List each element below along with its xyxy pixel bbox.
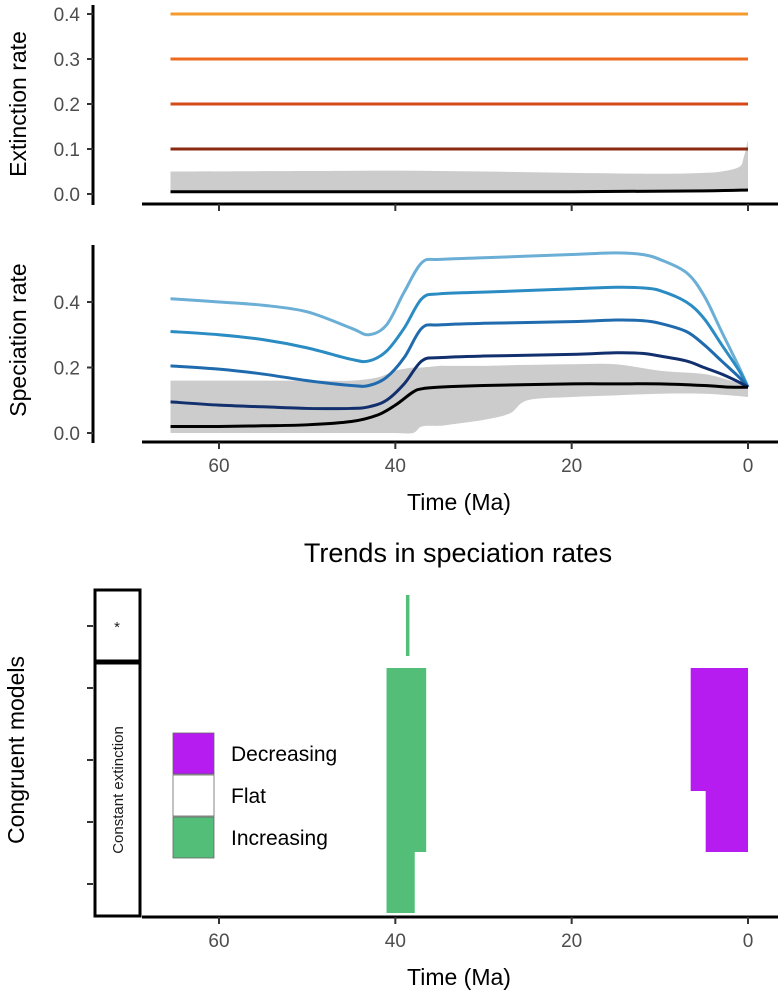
trends-x-tick-label: 20 <box>561 931 582 952</box>
speciation-x-tick-label: 40 <box>385 456 406 477</box>
legend-key-decreasing <box>172 732 215 775</box>
extinction-y-tick-label: 0.0 <box>54 185 80 206</box>
extinction-y-tick-label: 0.1 <box>54 140 80 161</box>
trend-segment-increasing <box>386 852 415 913</box>
trend-segment-decreasing <box>705 791 748 852</box>
facet-strip-star <box>93 588 142 663</box>
speciation-series-line-4 <box>170 382 749 428</box>
trend-segment-increasing <box>386 730 427 791</box>
trends-legend: Decreasing Flat Increasing <box>172 732 337 859</box>
legend-label-increasing: Increasing <box>231 827 328 850</box>
speciation-x-tick-label: 20 <box>561 456 582 477</box>
trends-x-tick-label: 60 <box>208 931 229 952</box>
extinction-panel: 0.0 0.1 0.2 0.3 0.4 Extinction rate <box>5 5 778 211</box>
legend-label-flat: Flat <box>231 785 266 808</box>
speciation-x-tick-label: 60 <box>208 456 229 477</box>
speciation-series-line-1 <box>170 285 750 388</box>
trend-segment-decreasing <box>690 730 748 791</box>
extinction-y-title: Extinction rate <box>5 31 31 177</box>
speciation-panel: 0.0 0.2 0.4 60 40 20 0 Speciation rate Time (… <box>5 245 778 515</box>
speciation-series-line-3 <box>170 351 749 411</box>
speciation-series-line-0 <box>170 251 750 388</box>
trends-x-title: Time (Ma) <box>407 964 511 990</box>
facet-strip-constant-extinction <box>93 661 142 918</box>
trend-segment-increasing <box>405 595 410 656</box>
trends-x-tick-label: 0 <box>743 931 754 952</box>
speciation-y-tick-label: 0.4 <box>54 293 81 314</box>
extinction-confidence-ribbon <box>170 140 749 193</box>
extinction-y-tick-label: 0.2 <box>54 95 80 116</box>
extinction-y-tick-label: 0.3 <box>54 50 80 71</box>
legend-key-increasing <box>172 816 215 859</box>
speciation-y-tick-label: 0.0 <box>54 424 80 445</box>
trends-title: Trends in speciation rates <box>304 538 612 568</box>
speciation-x-title: Time (Ma) <box>407 489 511 515</box>
speciation-series-line-2 <box>170 318 750 389</box>
trends-y-title: Congruent models <box>3 656 29 844</box>
trends-panel: Trends in speciation rates * Constant ex… <box>3 538 778 990</box>
legend-label-decreasing: Decreasing <box>231 743 337 766</box>
legend-key-flat <box>172 774 215 817</box>
trend-segment-increasing <box>386 791 427 852</box>
speciation-y-tick-label: 0.2 <box>54 359 80 380</box>
trend-segment-decreasing <box>690 668 748 730</box>
trend-segment-increasing <box>386 668 427 730</box>
extinction-y-tick-label: 0.4 <box>54 5 81 26</box>
trends-x-tick-label: 40 <box>385 931 406 952</box>
facet-strip-constant-extinction-label: Constant extinction <box>110 726 127 854</box>
extinction-series-line-4 <box>170 188 749 194</box>
speciation-x-tick-label: 0 <box>743 456 754 477</box>
speciation-y-title: Speciation rate <box>5 263 31 416</box>
facet-strip-star-label: * <box>114 619 120 636</box>
